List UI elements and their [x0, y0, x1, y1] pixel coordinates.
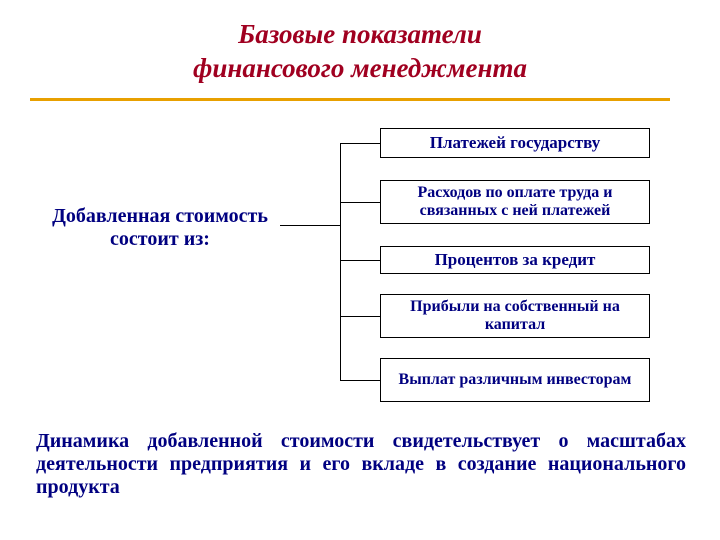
- connector: [340, 316, 380, 317]
- connector: [340, 202, 380, 203]
- right-node-2: Процентов за кредит: [380, 246, 650, 274]
- right-node-0: Платежей государству: [380, 128, 650, 158]
- right-node-1: Расходов по оплате труда и связанных с н…: [380, 180, 650, 224]
- connector: [340, 380, 380, 381]
- connector: [340, 143, 341, 380]
- connector: [340, 260, 380, 261]
- right-node-3: Прибыли на собственный на капитал: [380, 294, 650, 338]
- left-node-line2: состоит из:: [52, 228, 268, 251]
- footer-text: Динамика добавленной стоимости свидетель…: [36, 430, 686, 499]
- left-node-line1: Добавленная стоимость: [52, 205, 268, 228]
- right-node-4: Выплат различным инвесторам: [380, 358, 650, 402]
- left-node: Добавленная стоимость состоит из:: [40, 205, 280, 251]
- connector: [340, 143, 380, 144]
- connector: [280, 225, 340, 226]
